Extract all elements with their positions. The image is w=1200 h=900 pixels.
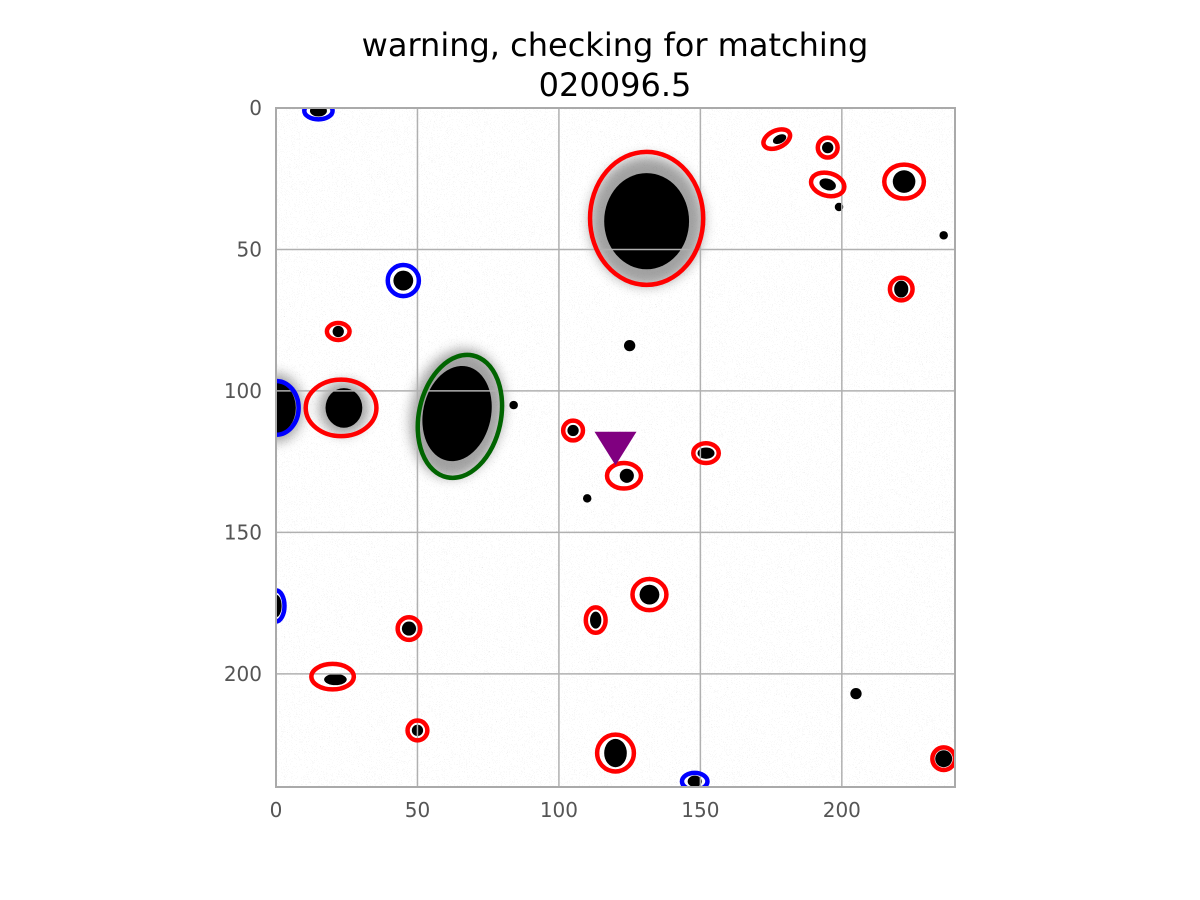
source-25 bbox=[509, 400, 518, 410]
x-tick-label-200: 200 bbox=[823, 798, 861, 822]
red-ellipse-17 bbox=[815, 135, 840, 160]
source-13 bbox=[819, 178, 836, 191]
plot-frame bbox=[275, 107, 956, 788]
red-ellipse-12 bbox=[309, 661, 357, 692]
red-ellipse-10 bbox=[583, 605, 608, 636]
source-20 bbox=[332, 325, 344, 338]
red-ellipse-0 bbox=[587, 149, 706, 288]
source-26 bbox=[582, 494, 592, 503]
source-17 bbox=[822, 141, 834, 154]
source-14 bbox=[935, 750, 953, 768]
grid-layer bbox=[276, 108, 955, 787]
source-23 bbox=[276, 594, 282, 618]
y-tick-label-100: 100 bbox=[224, 379, 262, 403]
red-ellipse-20 bbox=[324, 320, 352, 343]
source-24 bbox=[623, 339, 636, 352]
y-tick-label-150: 150 bbox=[224, 520, 262, 544]
source-2 bbox=[325, 388, 363, 428]
source-7 bbox=[639, 584, 660, 605]
x-tick-label-0: 0 bbox=[270, 798, 283, 822]
source-11 bbox=[401, 621, 417, 636]
red-ellipse-7 bbox=[630, 576, 669, 613]
source-21 bbox=[687, 775, 702, 787]
y-tick-labels: 0 50 100 150 200 bbox=[224, 96, 262, 686]
y-tick-label-200: 200 bbox=[224, 662, 262, 686]
source-layer bbox=[276, 108, 953, 787]
blue-ellipse-5 bbox=[385, 262, 422, 299]
x-tick-label-150: 150 bbox=[681, 798, 719, 822]
blue-ellipse-21 bbox=[679, 770, 710, 787]
source-9 bbox=[619, 468, 634, 483]
source-16 bbox=[697, 447, 715, 459]
chart-subtitle: 020096.5 bbox=[539, 66, 692, 104]
chart-title: warning, checking for matching bbox=[362, 26, 869, 64]
source-3 bbox=[276, 382, 296, 434]
triangle-marker-0 bbox=[594, 431, 637, 466]
source-19 bbox=[567, 424, 579, 437]
source-4 bbox=[892, 170, 916, 193]
red-ellipse-18 bbox=[761, 127, 793, 152]
red-ellipse-13 bbox=[808, 170, 847, 199]
y-tick-label-50: 50 bbox=[237, 237, 262, 261]
y-tick-label-0: 0 bbox=[249, 96, 262, 120]
source-12 bbox=[324, 673, 347, 686]
source-6 bbox=[604, 738, 627, 768]
marker-layer bbox=[594, 431, 637, 466]
source-1 bbox=[422, 365, 492, 462]
x-tick-labels: 0 50 100 150 200 bbox=[270, 798, 861, 822]
x-tick-label-50: 50 bbox=[405, 798, 430, 822]
source-22 bbox=[309, 108, 327, 117]
source-28 bbox=[939, 231, 948, 240]
red-ellipse-8 bbox=[887, 275, 915, 303]
red-ellipse-6 bbox=[594, 732, 637, 774]
blue-ellipse-22 bbox=[302, 108, 335, 122]
red-ellipse-19 bbox=[560, 418, 586, 443]
red-ellipse-14 bbox=[930, 745, 955, 773]
red-ellipse-4 bbox=[882, 162, 927, 201]
source-0 bbox=[604, 173, 690, 270]
source-5 bbox=[393, 270, 414, 291]
source-10 bbox=[590, 611, 602, 629]
red-ellipse-2 bbox=[303, 377, 379, 439]
x-tick-label-100: 100 bbox=[540, 798, 578, 822]
red-ellipse-9 bbox=[604, 460, 644, 491]
red-ellipse-15 bbox=[405, 718, 430, 743]
source-27 bbox=[850, 687, 862, 700]
green-ellipse-1 bbox=[415, 352, 505, 481]
plot-area bbox=[276, 108, 955, 787]
red-ellipse-16 bbox=[691, 441, 722, 466]
red-ellipse-11 bbox=[395, 615, 423, 643]
source-18 bbox=[772, 134, 787, 144]
source-8 bbox=[894, 280, 909, 298]
